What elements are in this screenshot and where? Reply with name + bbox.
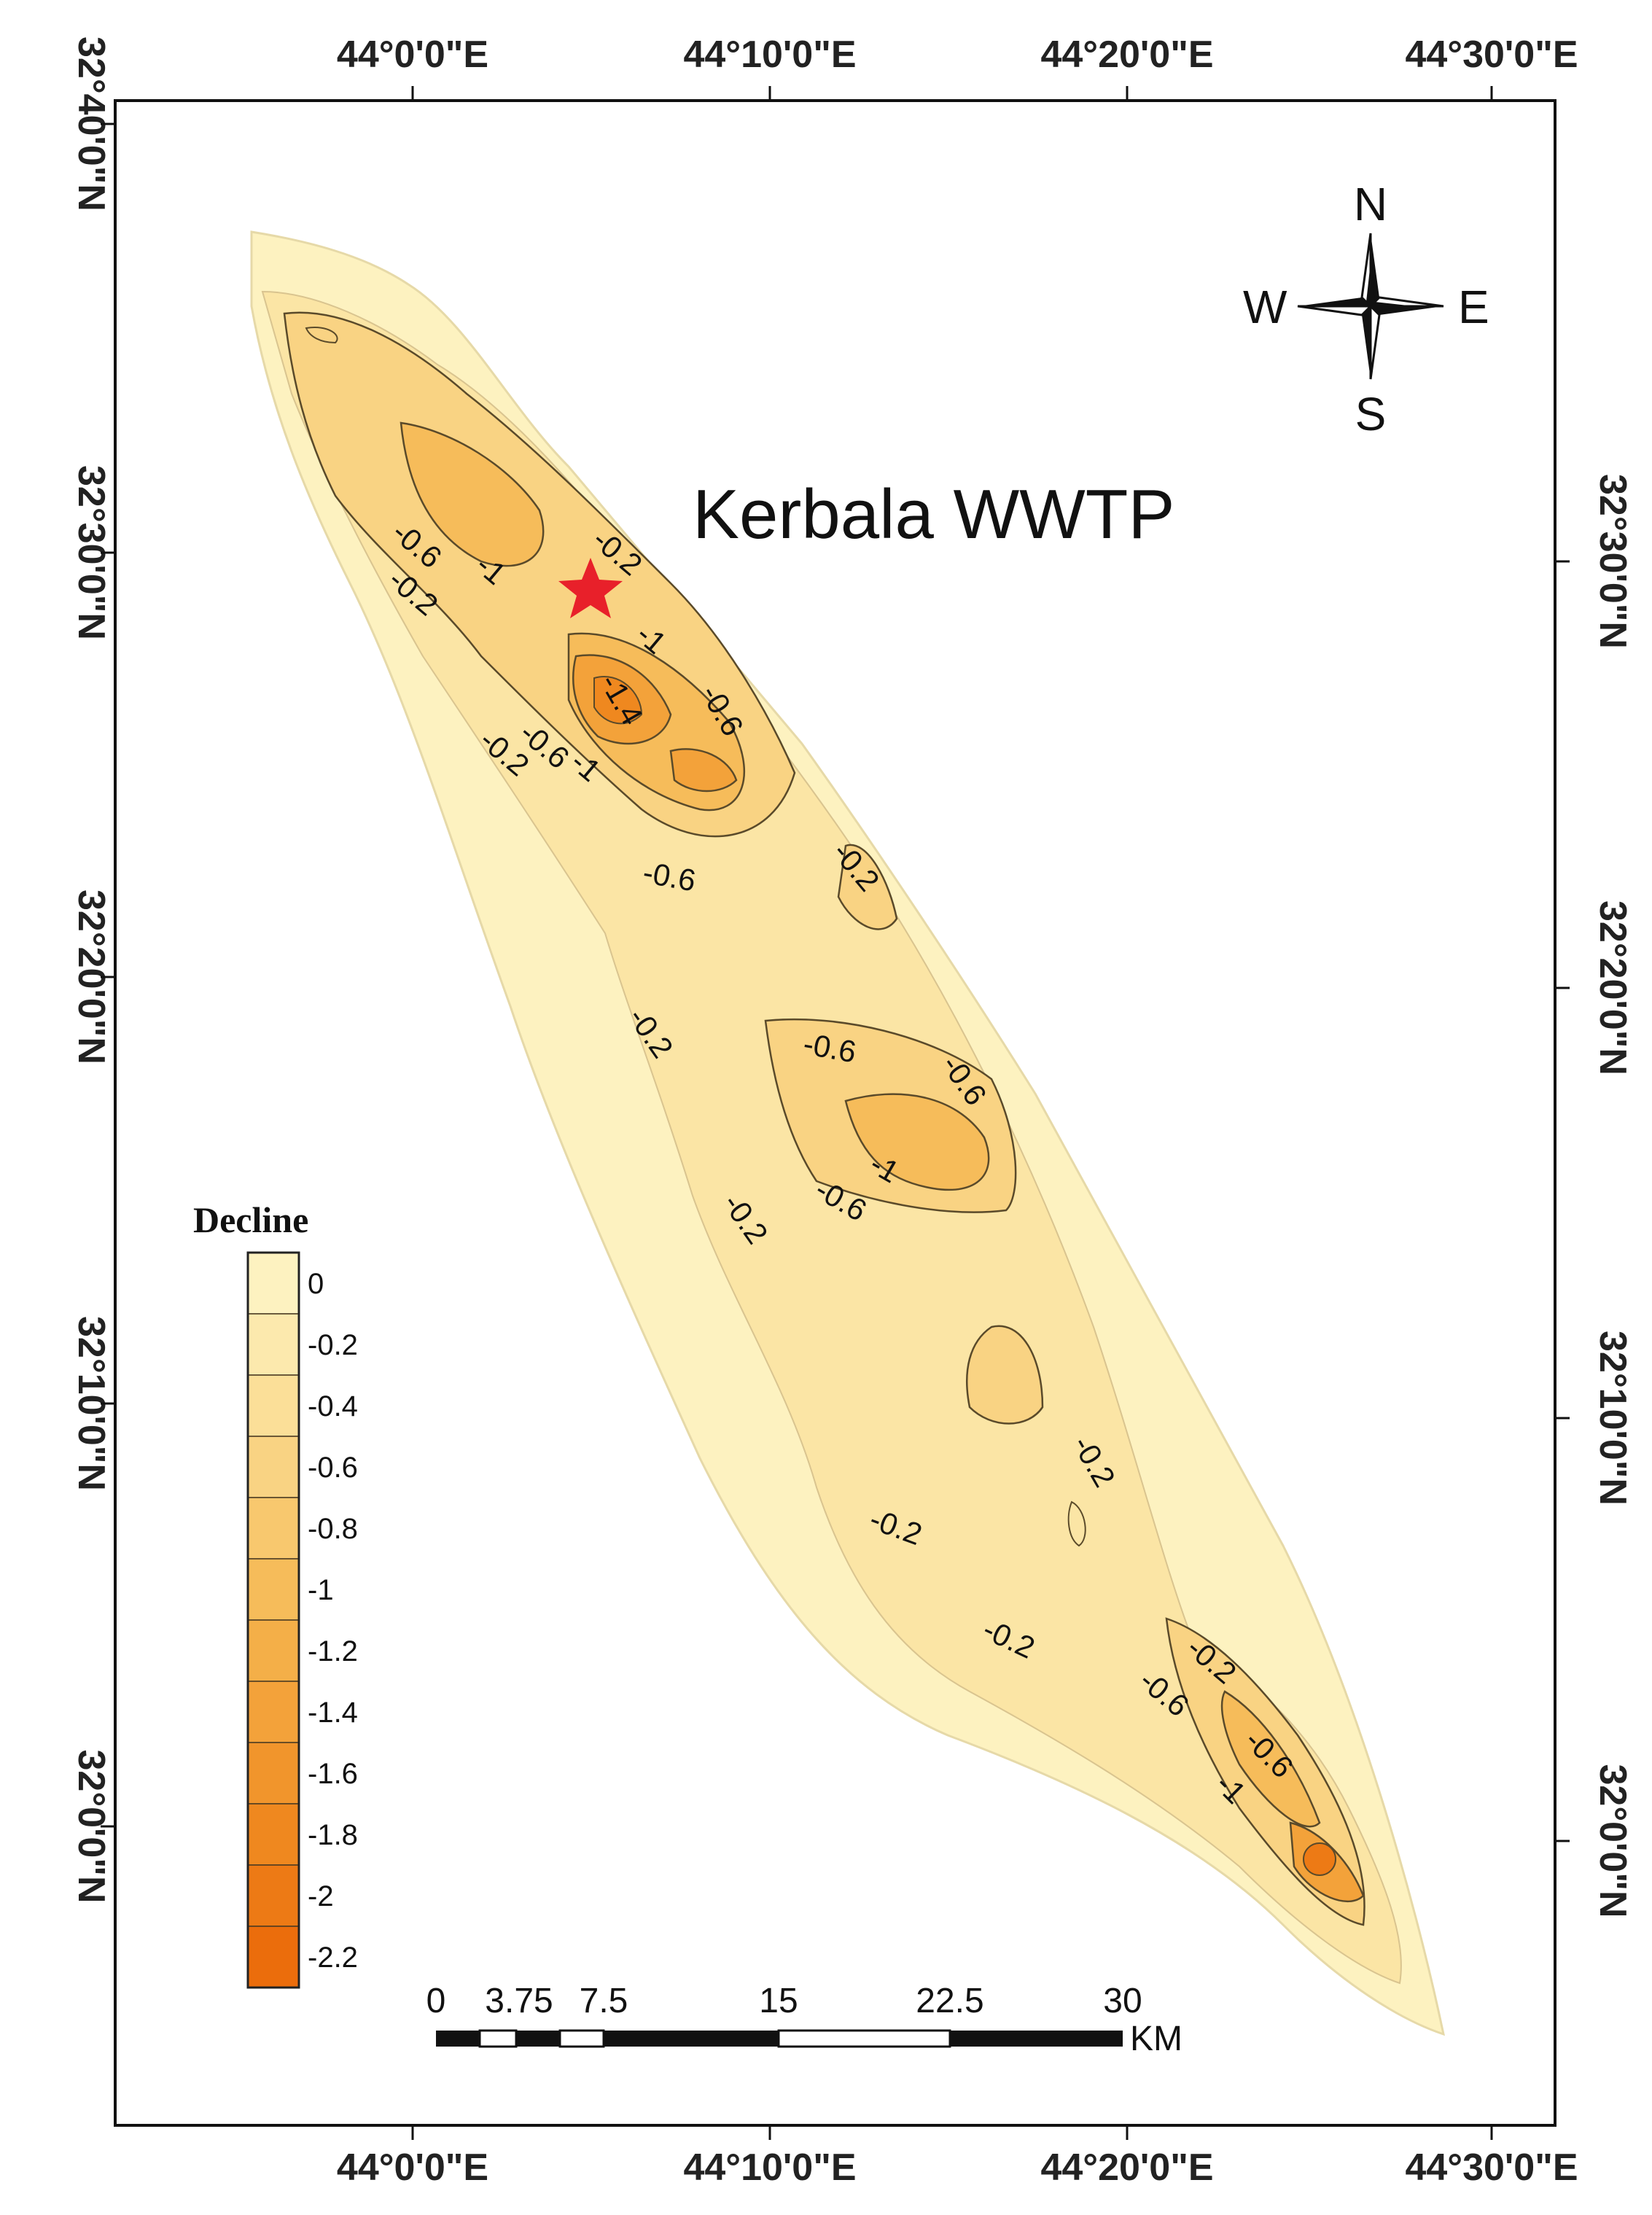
bottom-longitude-label: 44°20'0"E: [1040, 2146, 1213, 2189]
right-latitude-label: 32°30'0"N: [1591, 474, 1634, 649]
compass-west-label: W: [1243, 281, 1287, 333]
legend-label: -0.2: [308, 1329, 358, 1361]
legend-label: 0: [308, 1268, 324, 1300]
legend-swatch: [247, 1926, 300, 1988]
legend-label: -2.2: [308, 1942, 358, 1974]
scale-bar-label: 0: [426, 1982, 446, 2020]
legend-swatch: [247, 1497, 300, 1560]
compass-rose-icon: [1297, 233, 1444, 380]
legend-border: [246, 1251, 300, 1989]
wwtp-site-star-icon: [558, 558, 623, 618]
legend-title: Decline: [193, 1199, 308, 1240]
scale-bar-label: 15: [759, 1982, 798, 2020]
legend-label: -1.8: [308, 1819, 358, 1851]
frame-ticks: [101, 86, 1570, 2140]
compass-east-label: E: [1458, 281, 1489, 333]
legend-label: -1.2: [308, 1635, 358, 1667]
legend-swatch: [247, 1681, 300, 1743]
decline-zone-5: [593, 676, 643, 725]
decline-surface: [250, 230, 1446, 2036]
legend-swatch: [247, 1558, 300, 1621]
legend-swatch: [247, 1252, 300, 1315]
legend-label: -1: [308, 1574, 334, 1606]
top-longitude-label: 44°0'0"E: [337, 34, 488, 76]
decline-zone-5: [1303, 1842, 1336, 1876]
right-latitude-label: 32°20'0"N: [1591, 900, 1634, 1075]
decline-contour: [305, 327, 338, 344]
scale-bar-unit: KM: [1130, 2020, 1182, 2058]
compass-south-label: S: [1355, 388, 1387, 440]
legend-swatch: [247, 1619, 300, 1682]
scale-bar-label: 22.5: [916, 1982, 983, 2020]
legend-swatch: [247, 1436, 300, 1498]
right-latitude-label: 32°0'0"N: [1591, 1764, 1634, 1918]
legend-label: -0.4: [308, 1390, 358, 1422]
bottom-longitude-label: 44°0'0"E: [337, 2146, 488, 2189]
compass-north-label: N: [1354, 178, 1387, 230]
top-longitude-label: 44°10'0"E: [683, 34, 856, 76]
scale-bar-label: 7.5: [580, 1982, 628, 2020]
legend-labels: 0 -0.2 -0.4 -0.6 -0.8 -1 -1.2 -1.4 -1.6 -1.8 -2 -2.…: [308, 1268, 358, 1974]
decline-zone-3: [400, 421, 545, 567]
legend-swatch: [247, 1374, 300, 1437]
legend-label: -0.8: [308, 1513, 358, 1545]
legend-label: -1.6: [308, 1758, 358, 1790]
decline-zone-3: [1220, 1690, 1321, 1828]
right-latitude-label: 32°10'0"N: [1591, 1331, 1634, 1506]
scale-bar-label: 3.75: [485, 1982, 553, 2020]
top-longitude-label: 44°20'0"E: [1040, 34, 1213, 76]
scale-bar: [436, 2029, 1123, 2048]
scale-bar-label: 30: [1103, 1982, 1142, 2020]
bottom-longitude-label: 44°10'0"E: [683, 2146, 856, 2189]
decline-contour: [1067, 1500, 1086, 1547]
decline-zone-3: [844, 1093, 990, 1191]
legend-swatches: [246, 1251, 300, 1989]
legend-swatch: [247, 1313, 300, 1376]
legend-label: -1.4: [308, 1697, 358, 1729]
decline-zone-4: [669, 748, 738, 793]
legend-label: -0.6: [308, 1452, 358, 1484]
legend-label: -2: [308, 1880, 334, 1912]
map-title: Kerbala WWTP: [693, 475, 1174, 553]
decline-zone-2: [837, 844, 898, 930]
top-longitude-label: 44°30'0"E: [1405, 34, 1578, 76]
legend-swatch: [247, 1864, 300, 1927]
legend-swatch: [247, 1742, 300, 1805]
bottom-longitude-label: 44°30'0"E: [1405, 2146, 1578, 2189]
legend-swatch: [247, 1803, 300, 1866]
decline-zone-2: [966, 1325, 1044, 1425]
